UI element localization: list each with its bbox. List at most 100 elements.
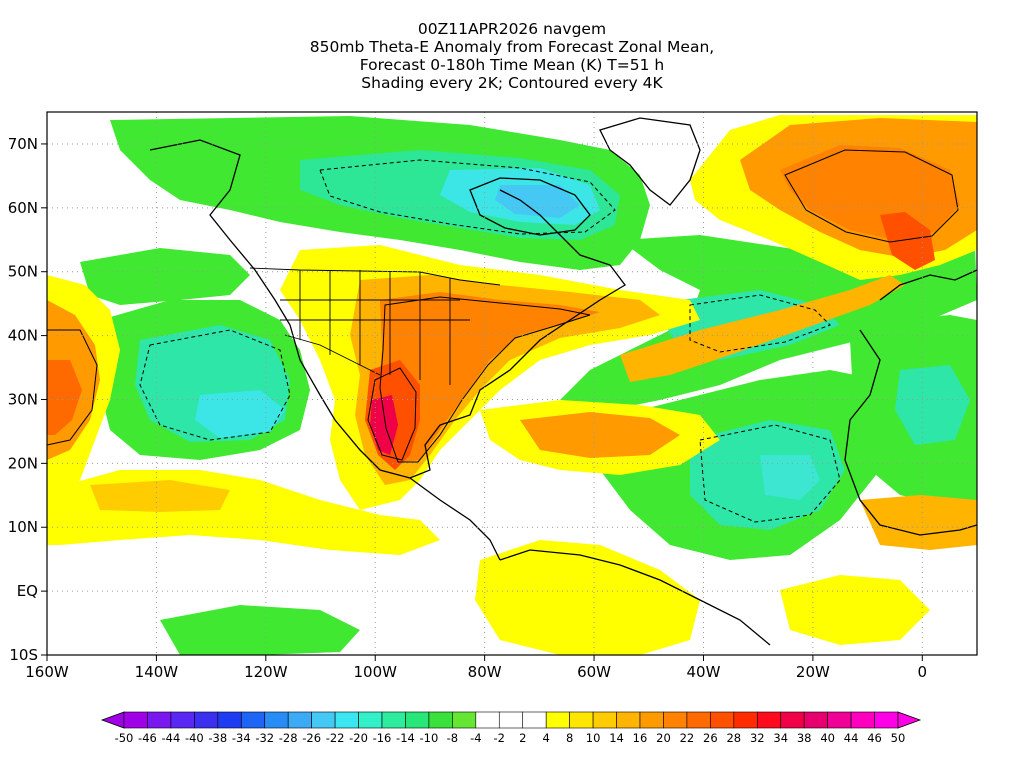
colorbar-swatch <box>803 711 828 729</box>
us-mexico-border <box>284 334 381 376</box>
lat-tick-label: 10S <box>9 646 38 664</box>
lat-tick-label: 40N <box>8 327 38 345</box>
us-canada-border <box>249 267 501 286</box>
colorbar-swatch <box>452 711 477 729</box>
colorbar-swatch <box>194 711 219 729</box>
contour-positive <box>47 329 98 446</box>
africa-coast <box>844 329 977 536</box>
colorbar-swatch <box>545 711 570 729</box>
colorbar-min-arrow <box>100 711 125 729</box>
colorbar-label: 22 <box>680 731 695 745</box>
colorbar-swatch <box>850 711 875 729</box>
north-america-coast <box>149 139 626 479</box>
us-state-lines <box>280 270 470 385</box>
political-borders <box>249 267 501 385</box>
colorbar-label: -50 <box>115 731 134 745</box>
lon-tick-label: 20W <box>796 663 830 681</box>
colorbar-label: 16 <box>633 731 648 745</box>
gulf-guinea-warm <box>860 495 977 550</box>
colorbar-label: 8 <box>566 731 573 745</box>
colorbar-swatch <box>311 711 336 729</box>
colorbar-label: -2 <box>494 731 505 745</box>
colorbar-swatch <box>264 711 289 729</box>
colorbar-label: 34 <box>773 731 788 745</box>
lat-tick-label: 30N <box>8 390 38 408</box>
contour-negative <box>689 294 831 353</box>
lon-tick-label: 80W <box>468 663 502 681</box>
title-line: Forecast 0-180h Time Mean (K) T=51 h <box>359 56 665 74</box>
south-america-yellow <box>475 540 700 655</box>
colorbar-swatch <box>475 711 500 729</box>
title-line: 850mb Theta-E Anomaly from Forecast Zona… <box>309 38 715 56</box>
colorbar: -50 -46 -44 -40 -38 -34 -32 -28 -26 -22 -20 -16 -14-… <box>100 711 922 745</box>
lon-tick-label: 120W <box>244 663 288 681</box>
colorbar-label: -38 <box>208 731 227 745</box>
lon-tick-label: 0 <box>918 663 928 681</box>
colorbar-swatch <box>686 711 711 729</box>
ne-pacific-negative-region <box>80 248 250 305</box>
contour-positive <box>784 149 959 243</box>
hudson-bay-core <box>495 185 580 218</box>
longitude-axis: 160W 140W 120W 100W 80W 60W 40W 20W 0 <box>25 655 927 681</box>
colorbar-max-arrow <box>897 711 922 729</box>
contour-negative <box>699 424 841 523</box>
lon-tick-label: 100W <box>354 663 398 681</box>
colorbar-label: -46 <box>138 731 157 745</box>
colorbar-swatch <box>381 711 406 729</box>
colorbar-swatch <box>287 711 312 729</box>
colorbar-swatch <box>663 711 688 729</box>
gulf-hot-core <box>370 395 398 455</box>
colorbar-label: 4 <box>543 731 550 745</box>
contour-negative <box>319 159 616 235</box>
coastlines <box>149 117 977 646</box>
colorbar-label: -28 <box>279 731 298 745</box>
colorbar-label: 10 <box>586 731 601 745</box>
colorbar-label: 26 <box>703 731 718 745</box>
europe-coast <box>879 269 977 301</box>
colorbar-label: -40 <box>185 731 204 745</box>
colorbar-swatch <box>334 711 359 729</box>
plot-frame <box>46 111 978 656</box>
colorbar-label: -32 <box>255 731 274 745</box>
lon-tick-label: 140W <box>135 663 179 681</box>
colorbar-swatch <box>569 711 594 729</box>
itcz-orange <box>90 480 230 512</box>
lat-tick-label: 60N <box>8 199 38 217</box>
colorbar-label: 50 <box>891 731 906 745</box>
pacific-deep-negative <box>195 390 285 438</box>
contour-positive <box>367 367 417 461</box>
colorbar-label: 38 <box>797 731 812 745</box>
colorbar-label: 46 <box>867 731 882 745</box>
colorbar-label: 32 <box>750 731 765 745</box>
colorbar-label: 44 <box>844 731 859 745</box>
colorbar-swatch <box>428 711 453 729</box>
tropical-atlantic-deep <box>760 455 820 500</box>
colorbar-label: 14 <box>609 731 624 745</box>
colorbar-label: -44 <box>162 731 181 745</box>
title-line: 00Z11APR2026 navgem <box>417 20 607 38</box>
lat-tick-label: 20N <box>8 454 38 472</box>
central-america-coast <box>409 477 501 561</box>
europe-red-core <box>880 212 935 270</box>
colorbar-label: -14 <box>396 731 415 745</box>
central-us-deep-orange <box>378 292 600 462</box>
colorbar-swatch <box>710 711 735 729</box>
colorbar-label: -26 <box>302 731 321 745</box>
pacific-west-red <box>47 360 82 435</box>
colorbar-label: -22 <box>326 731 345 745</box>
south-america-coast <box>499 549 771 646</box>
contour-positive <box>379 296 591 463</box>
latitude-axis: 10S EQ 10N 20N 30N 40N 50N 60N 70N <box>8 135 47 664</box>
title-line: Shading every 2K; Contoured every 4K <box>361 74 663 92</box>
contour-lines <box>47 149 959 523</box>
colorbar-swatch <box>733 711 758 729</box>
lat-tick-label: 50N <box>8 263 38 281</box>
colorbar-label: -16 <box>373 731 392 745</box>
chart-title: 00Z11APR2026 navgem 850mb Theta-E Anomal… <box>0 20 1024 92</box>
anomaly-shading <box>47 115 977 655</box>
lon-tick-label: 40W <box>687 663 721 681</box>
grid-lines <box>47 112 977 655</box>
colorbar-swatch <box>639 711 664 729</box>
tropical-pacific-green <box>160 605 360 655</box>
